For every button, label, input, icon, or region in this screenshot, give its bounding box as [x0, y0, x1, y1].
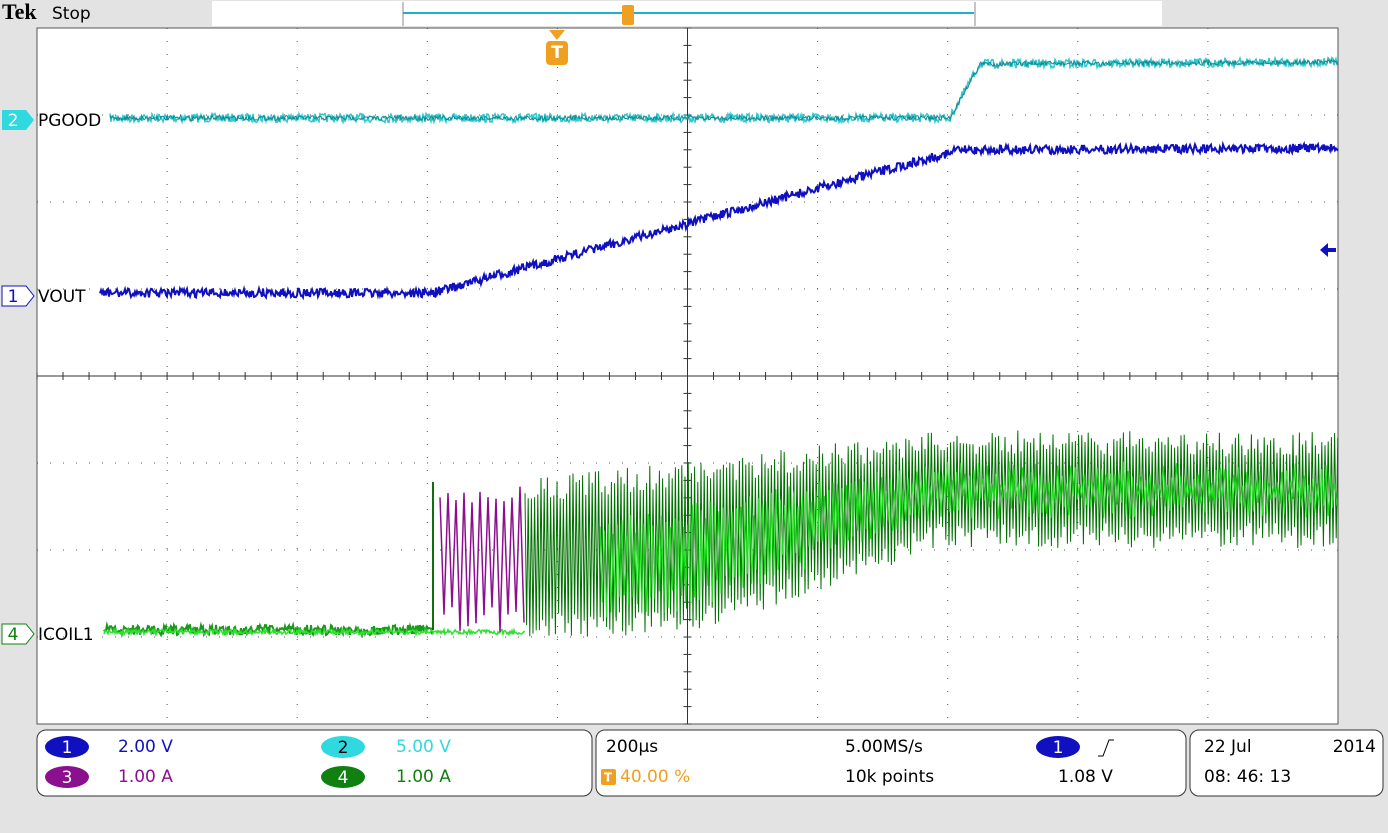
trigger-box: [546, 41, 568, 65]
ch-label: VOUT: [38, 287, 86, 307]
trace: [599, 461, 1338, 618]
ch-marker-number: 1: [8, 287, 19, 307]
ch-badge-number: 1: [62, 738, 73, 758]
status: Stop: [52, 4, 91, 24]
ch-badge-number: 4: [338, 768, 349, 788]
ch-marker: [1, 285, 35, 307]
date: 22 Jul: [1204, 737, 1252, 757]
time: 08: 46: 13: [1204, 767, 1291, 787]
trace: [103, 626, 526, 638]
trigger-position: 40.00 %: [620, 767, 690, 787]
trigger-icon: [622, 5, 634, 25]
brand: Tek: [2, 0, 37, 24]
ch-marker-number: 4: [8, 625, 19, 645]
readout-box: [1189, 729, 1384, 797]
trace: [109, 55, 1339, 125]
ch-marker-number: 2: [8, 111, 19, 131]
trace: [109, 58, 1339, 123]
trigger-box: [601, 769, 616, 785]
trigger-slope: [1098, 739, 1114, 757]
year: 2014: [1333, 737, 1376, 757]
record-length: 10k points: [845, 767, 934, 787]
ch-scale: 5.00 V: [396, 737, 451, 757]
trace: [439, 486, 525, 632]
ch-badge: [321, 736, 365, 758]
ch-badge: [45, 766, 89, 788]
ch-label: PGOOD: [38, 111, 101, 131]
trigger-arrow: [549, 30, 565, 40]
trigger-letter: T: [604, 771, 613, 785]
trace: [99, 140, 1339, 301]
sample-rate: 5.00MS/s: [845, 737, 923, 757]
trigger-source: 1: [1053, 738, 1064, 758]
ch-badge: [321, 766, 365, 788]
horizontal-scale: 200µs: [606, 737, 658, 757]
trigger-letter: T: [551, 43, 563, 63]
waveforms: [99, 55, 1339, 639]
ch-marker: [2, 110, 34, 130]
ch-badge-number: 2: [338, 738, 349, 758]
trace: [524, 430, 1339, 637]
ch-badge: [1036, 736, 1080, 758]
ch-marker: [1, 623, 35, 645]
ch-scale: 1.00 A: [118, 767, 173, 787]
ch-badge-number: 3: [62, 768, 73, 788]
readout-box: [36, 729, 593, 797]
ch-label: ICOIL1: [38, 625, 94, 645]
ch-scale: 2.00 V: [118, 737, 173, 757]
trigger-level: 1.08 V: [1058, 767, 1113, 787]
ref-arrow: [1320, 243, 1336, 257]
ch-badge: [45, 736, 89, 758]
ch-scale: 1.00 A: [396, 767, 451, 787]
